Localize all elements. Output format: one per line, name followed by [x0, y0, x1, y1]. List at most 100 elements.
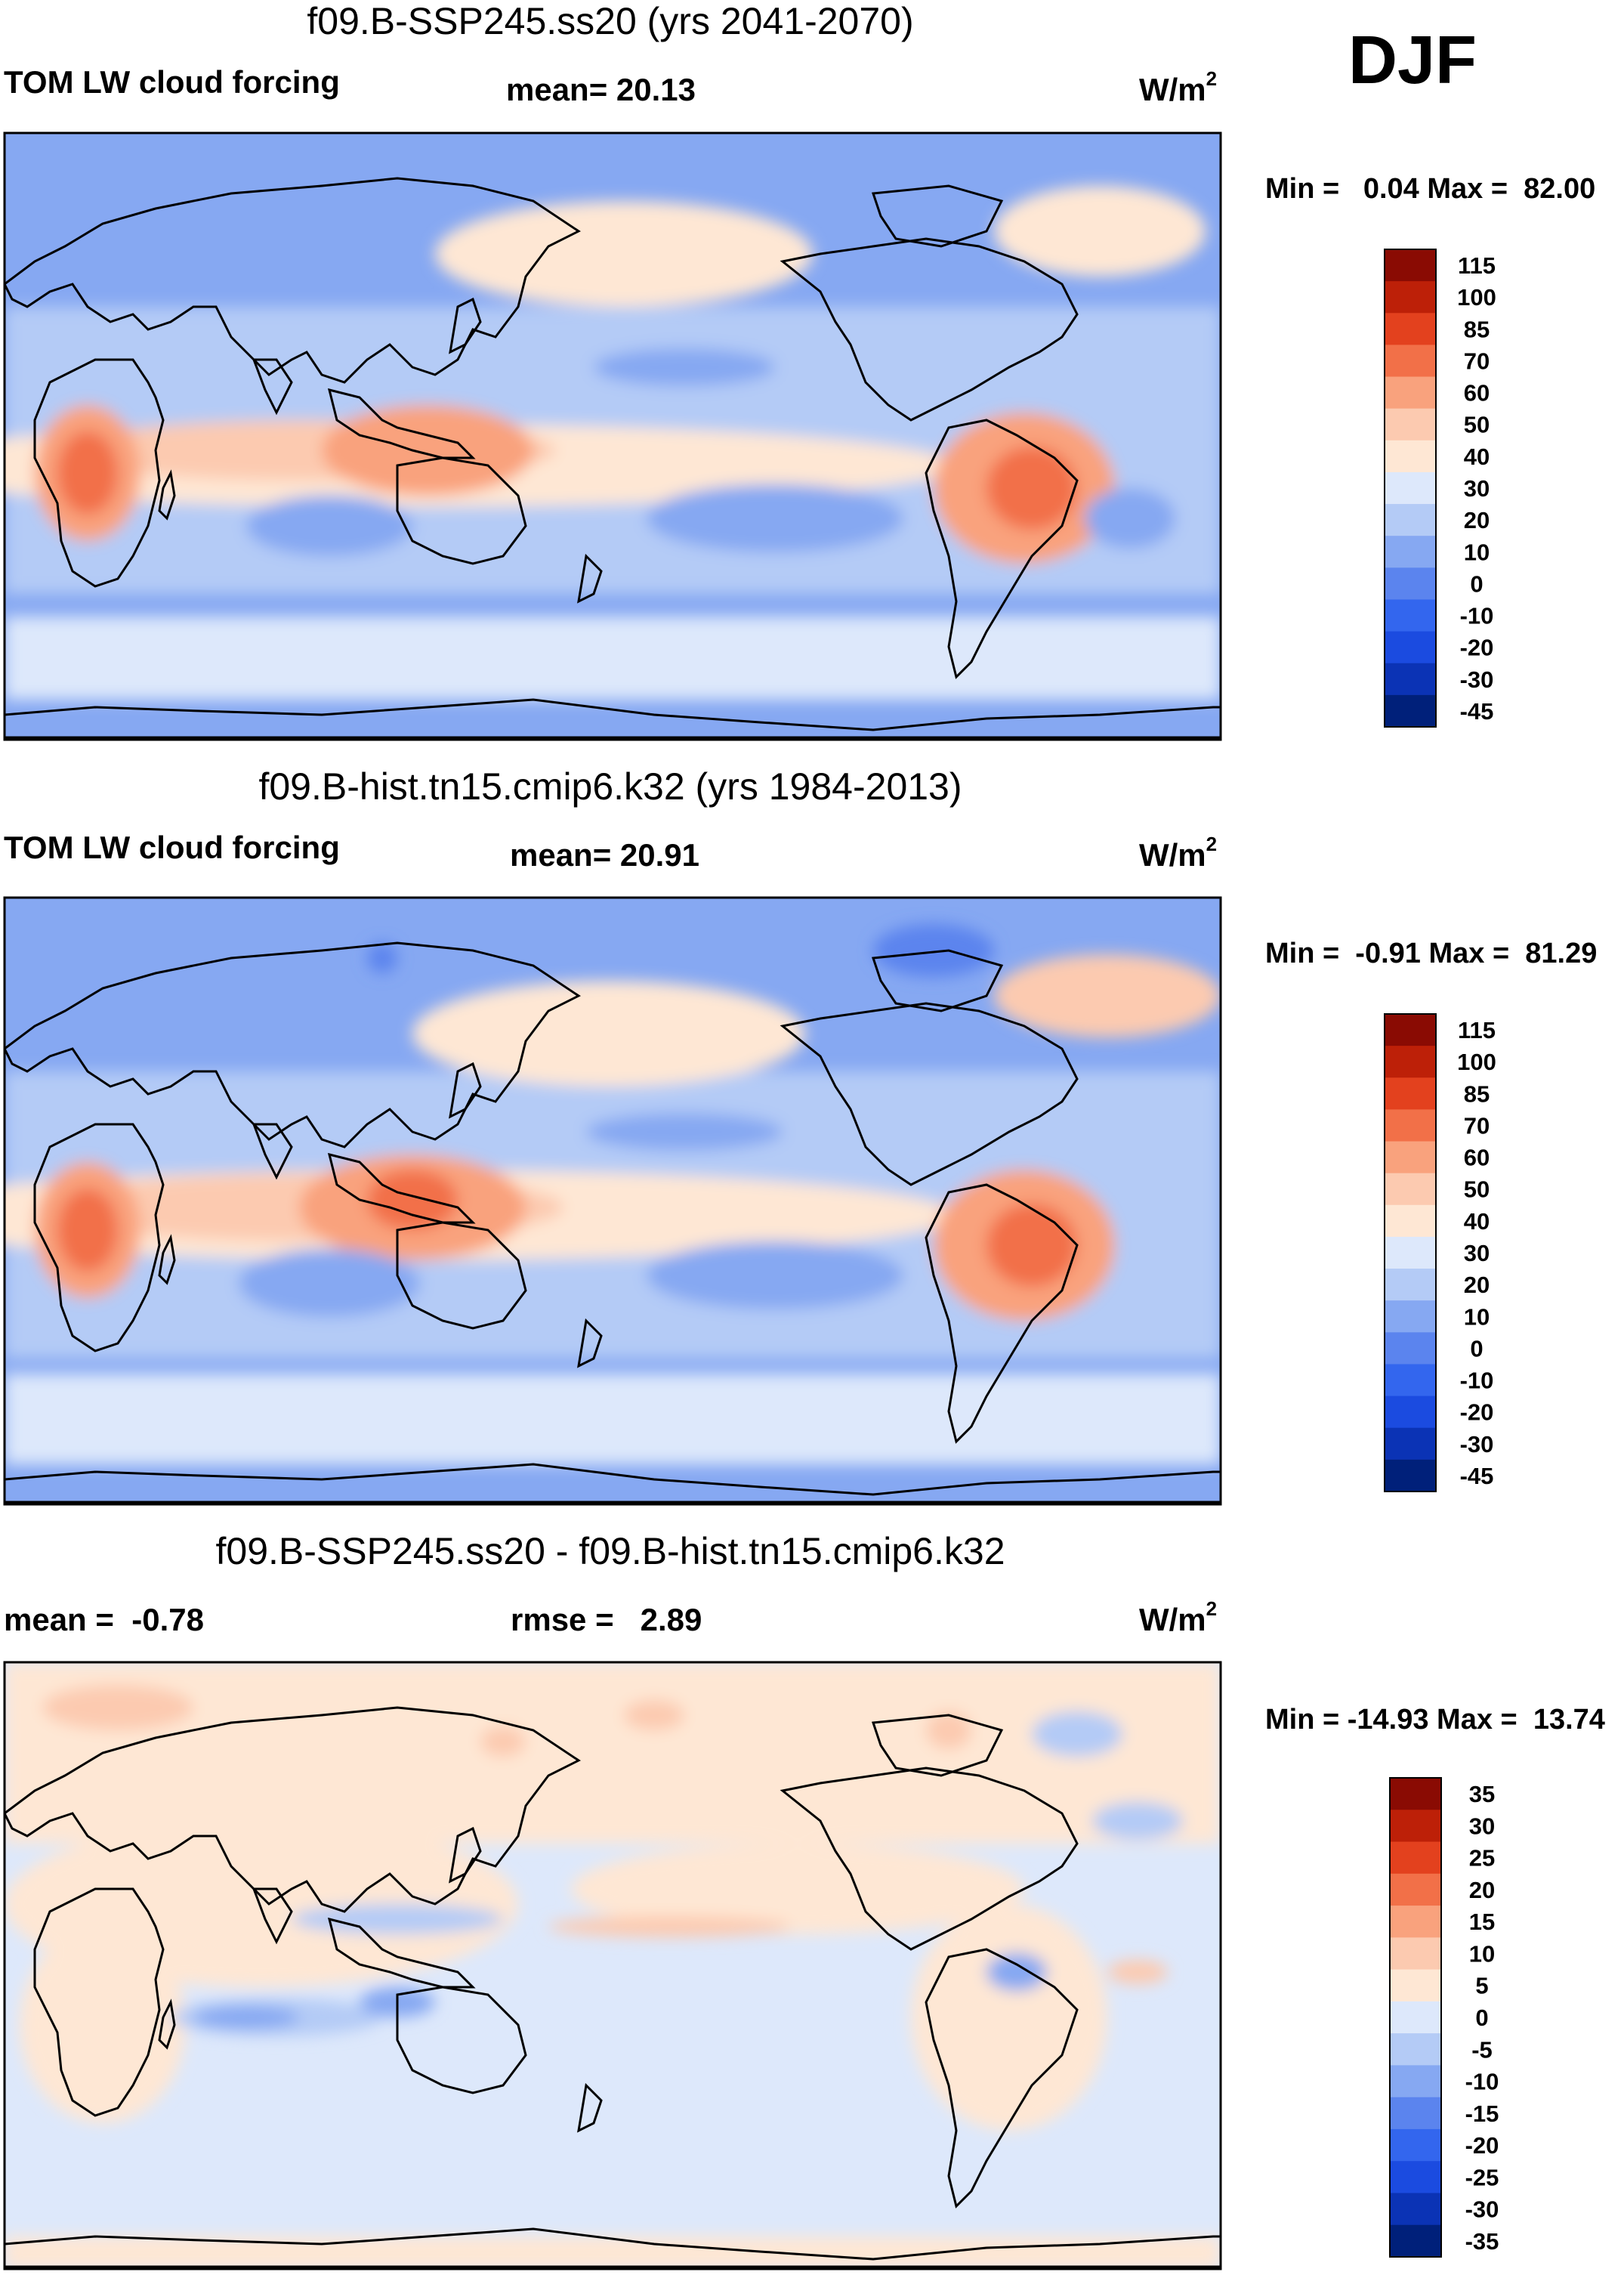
- colorbar-2-swatch-2: [1385, 1077, 1436, 1110]
- colorbar-2-tick-10: 0: [1470, 1335, 1483, 1362]
- panel-1-left-label: TOM LW cloud forcing: [4, 64, 340, 100]
- colorbar-3: 35 30 25 20 15 10 5 0 -5 -10 -15 -20 -25 -30 -35: [1389, 1777, 1499, 2258]
- colorbar-2-swatch-13: [1385, 1427, 1436, 1461]
- colorbar-3-tick-14: -35: [1465, 2228, 1499, 2255]
- season-label: DJF: [1348, 23, 1477, 98]
- panel-1-minmax: Min = 0.04 Max = 82.00: [1265, 173, 1595, 205]
- colorbar-1-tick-2: 85: [1464, 316, 1490, 342]
- colorbar-1-tick-8: 20: [1464, 507, 1490, 533]
- panel-3-units: W/m2: [1139, 1597, 1217, 1637]
- colorbar-1-swatch-2: [1385, 313, 1436, 345]
- colorbar-2-swatch-7: [1385, 1236, 1436, 1269]
- colorbar-3-swatch-6: [1390, 1969, 1441, 2002]
- colorbar-3-tick-4: 15: [1469, 1909, 1495, 1935]
- colorbar-3-swatch-1: [1390, 1810, 1441, 1843]
- colorbar-2-swatch-6: [1385, 1204, 1436, 1238]
- panel-2-units-base: W/m: [1139, 837, 1206, 873]
- colorbar-1-swatch-9: [1385, 536, 1436, 568]
- colorbar-3-swatch-8: [1390, 2033, 1441, 2066]
- colorbar-2-tick-4: 60: [1464, 1145, 1490, 1171]
- colorbar-2-tick-7: 30: [1464, 1240, 1490, 1266]
- colorbar-2-tick-6: 40: [1464, 1208, 1490, 1235]
- colorbar-1-swatch-3: [1385, 345, 1436, 378]
- colorbar-3-tick-0: 35: [1469, 1781, 1495, 1807]
- colorbar-1-tick-7: 30: [1464, 475, 1490, 502]
- colorbar-1-swatch-8: [1385, 504, 1436, 536]
- colorbar-2-tick-2: 85: [1464, 1080, 1490, 1107]
- colorbar-2-swatch-11: [1385, 1364, 1436, 1397]
- colorbar-1-tick-9: 10: [1464, 539, 1490, 565]
- colorbar-1-swatch-5: [1385, 408, 1436, 441]
- panel-2-units-exp: 2: [1206, 833, 1217, 855]
- colorbar-3-tick-9: -10: [1465, 2069, 1499, 2095]
- panel-1-units-exp: 2: [1206, 67, 1217, 90]
- colorbar-1-tick-14: -45: [1460, 698, 1494, 725]
- panel-1-units: W/m2: [1139, 67, 1217, 107]
- panel-1-units-base: W/m: [1139, 72, 1206, 107]
- colorbar-3-swatch-13: [1390, 2193, 1441, 2226]
- colorbar-3-swatch-3: [1390, 1873, 1441, 1906]
- colorbar-1-swatch-4: [1385, 376, 1436, 410]
- colorbar-1-swatch-7: [1385, 471, 1436, 505]
- colorbar-2-tick-8: 20: [1464, 1272, 1490, 1298]
- panel-2-center-label: mean= 20.91: [510, 837, 699, 873]
- colorbar-2-tick-14: -45: [1460, 1463, 1494, 1489]
- colorbar-1-tick-0: 115: [1458, 252, 1496, 279]
- colorbar-3-tick-12: -25: [1465, 2164, 1499, 2190]
- colorbar-3-swatch-14: [1390, 2224, 1441, 2258]
- colorbar-2-tick-11: -10: [1460, 1368, 1494, 1394]
- colorbar-1-tick-12: -20: [1460, 635, 1494, 661]
- colorbar-2-swatch-9: [1385, 1300, 1436, 1333]
- colorbar-3-tick-13: -30: [1465, 2196, 1499, 2223]
- colorbar-3-tick-3: 20: [1469, 1877, 1495, 1903]
- colorbar-1-swatch-6: [1385, 440, 1436, 473]
- colorbar-1-swatch-12: [1385, 631, 1436, 664]
- colorbar-3-tick-8: -5: [1471, 2036, 1493, 2063]
- colorbar-3-tick-10: -15: [1465, 2100, 1499, 2127]
- panel-3-center-label: rmse = 2.89: [511, 1602, 702, 1637]
- colorbar-3-frame: [1389, 1777, 1442, 2258]
- colorbar-1-frame: [1384, 249, 1437, 728]
- panel-2-minmax: Min = -0.91 Max = 81.29: [1265, 938, 1597, 969]
- colorbar-3-tick-11: -20: [1465, 2132, 1499, 2159]
- colorbar-3-swatch-11: [1390, 2128, 1441, 2162]
- colorbar-1-tick-6: 40: [1464, 444, 1490, 470]
- colorbar-3-tick-2: 25: [1469, 1845, 1495, 1872]
- colorbar-1-tick-11: -10: [1460, 603, 1494, 629]
- colorbar-1-tick-3: 70: [1464, 348, 1490, 374]
- colorbar-3-tick-6: 5: [1475, 1973, 1488, 1999]
- colorbar-2-swatch-14: [1385, 1459, 1436, 1492]
- panel-2-title: f09.B-hist.tn15.cmip6.k32 (yrs 1984-2013…: [258, 765, 962, 808]
- colorbar-1-tick-13: -30: [1460, 666, 1494, 693]
- map-panel-1: [3, 131, 1222, 741]
- colorbar-1-tick-4: 60: [1464, 380, 1490, 406]
- panel-3-minmax: Min = -14.93 Max = 13.74: [1265, 1704, 1605, 1736]
- colorbar-3-swatch-10: [1390, 2097, 1441, 2130]
- panel-1-title: f09.B-SSP245.ss20 (yrs 2041-2070): [307, 0, 913, 42]
- colorbar-2-swatch-8: [1385, 1269, 1436, 1301]
- colorbar-3-swatch-9: [1390, 2065, 1441, 2098]
- colorbar-2-swatch-12: [1385, 1396, 1436, 1429]
- colorbar-1-tick-1: 100: [1457, 284, 1496, 311]
- colorbar-3-swatch-12: [1390, 2161, 1441, 2193]
- colorbar-2-swatch-1: [1385, 1046, 1436, 1078]
- panel-2-left-label: TOM LW cloud forcing: [4, 830, 340, 865]
- map-panel-3: [3, 1661, 1222, 2270]
- map-panel-2: [3, 896, 1222, 1506]
- colorbar-1-swatch-11: [1385, 599, 1436, 632]
- colorbar-2-tick-0: 115: [1458, 1017, 1496, 1043]
- colorbar-2-swatch-3: [1385, 1109, 1436, 1142]
- colorbar-3-tick-7: 0: [1475, 2005, 1488, 2031]
- colorbar-2-tick-5: 50: [1464, 1176, 1490, 1203]
- colorbar-1-swatch-14: [1385, 694, 1436, 728]
- colorbar-2-tick-3: 70: [1464, 1112, 1490, 1139]
- colorbar-3-swatch-5: [1390, 1937, 1441, 1971]
- colorbar-2-tick-1: 100: [1457, 1049, 1496, 1075]
- colorbar-3-swatch-4: [1390, 1906, 1441, 1938]
- colorbar-2-swatch-0: [1385, 1014, 1436, 1046]
- colorbar-2-tick-9: 10: [1464, 1303, 1490, 1330]
- colorbar-1-swatch-1: [1385, 281, 1436, 314]
